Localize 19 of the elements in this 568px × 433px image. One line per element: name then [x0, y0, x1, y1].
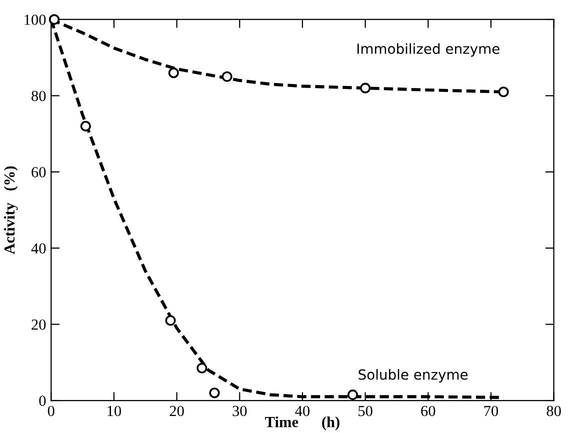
annotation: Immobilized enzyme [357, 43, 500, 57]
annotation: Soluble enzyme [358, 369, 468, 382]
y-tick-label: 20 [32, 319, 46, 330]
y-tick-label: 100 [24, 14, 46, 25]
x-tick-label: 60 [421, 406, 436, 416]
x-tick-label: 20 [170, 406, 184, 416]
x-tick-label: 80 [546, 406, 561, 416]
x-axis-title: Time (h) [265, 416, 340, 430]
x-tick-label: 0 [48, 406, 54, 416]
y-axis-title: Activity (%) [4, 166, 18, 254]
x-tick-label: 30 [232, 406, 247, 416]
y-tick-label: 0 [39, 396, 46, 406]
x-tick-label: 50 [358, 406, 372, 416]
y-tick-label: 80 [32, 90, 46, 102]
y-tick-label: 60 [32, 167, 46, 178]
x-tick-label: 10 [108, 406, 122, 416]
x-tick-label: 70 [484, 406, 498, 416]
x-tick-label: 40 [295, 406, 310, 416]
y-tick-label: 40 [31, 243, 46, 254]
